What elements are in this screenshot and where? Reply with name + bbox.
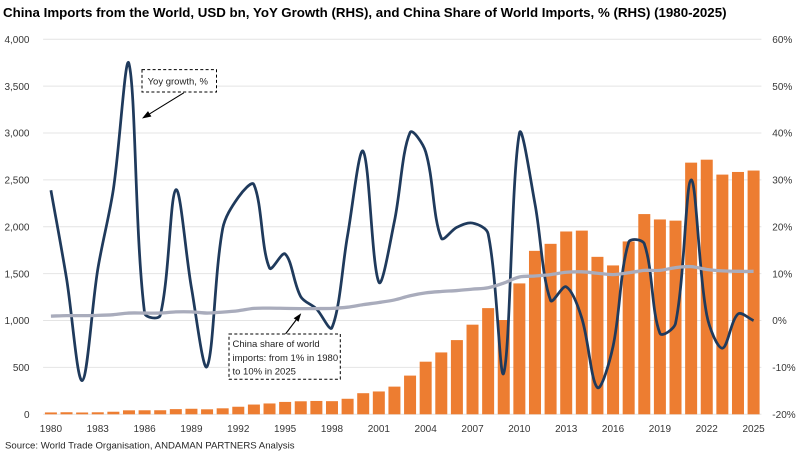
svg-text:10%: 10% bbox=[772, 269, 792, 280]
svg-text:-10%: -10% bbox=[772, 363, 795, 374]
svg-text:1983: 1983 bbox=[87, 424, 110, 435]
svg-text:China Imports from the World,: China Imports from the World, USD bn, Yo… bbox=[3, 5, 727, 20]
svg-text:1,500: 1,500 bbox=[4, 269, 29, 280]
svg-text:China share of world: China share of world bbox=[233, 339, 320, 350]
svg-text:1,000: 1,000 bbox=[4, 316, 29, 327]
svg-text:0: 0 bbox=[24, 410, 30, 421]
svg-text:20%: 20% bbox=[772, 222, 792, 233]
svg-text:1995: 1995 bbox=[274, 424, 297, 435]
svg-text:2004: 2004 bbox=[415, 424, 438, 435]
svg-text:2,000: 2,000 bbox=[4, 222, 29, 233]
svg-text:Yoy growth, %: Yoy growth, % bbox=[148, 77, 209, 88]
svg-text:2016: 2016 bbox=[602, 424, 625, 435]
svg-text:2013: 2013 bbox=[555, 424, 578, 435]
svg-text:2,500: 2,500 bbox=[4, 176, 29, 187]
svg-text:-20%: -20% bbox=[772, 410, 795, 421]
svg-text:Source: World Trade Organisati: Source: World Trade Organisation, ANDAMA… bbox=[5, 441, 295, 452]
svg-text:2007: 2007 bbox=[461, 424, 484, 435]
svg-text:1998: 1998 bbox=[321, 424, 344, 435]
svg-text:2025: 2025 bbox=[742, 424, 765, 435]
svg-text:imports: from 1% in 1980: imports: from 1% in 1980 bbox=[233, 353, 339, 364]
svg-text:40%: 40% bbox=[772, 129, 792, 140]
svg-text:60%: 60% bbox=[772, 35, 792, 46]
svg-text:500: 500 bbox=[13, 363, 30, 374]
svg-text:to 10% in 2025: to 10% in 2025 bbox=[233, 367, 296, 378]
svg-text:4,000: 4,000 bbox=[4, 35, 29, 46]
svg-text:2022: 2022 bbox=[696, 424, 719, 435]
svg-text:0%: 0% bbox=[772, 316, 787, 327]
svg-text:1989: 1989 bbox=[180, 424, 203, 435]
svg-text:2019: 2019 bbox=[649, 424, 672, 435]
svg-text:50%: 50% bbox=[772, 82, 792, 93]
svg-text:3,000: 3,000 bbox=[4, 129, 29, 140]
svg-text:1992: 1992 bbox=[227, 424, 250, 435]
svg-text:30%: 30% bbox=[772, 176, 792, 187]
svg-text:1986: 1986 bbox=[133, 424, 156, 435]
svg-text:2001: 2001 bbox=[368, 424, 391, 435]
svg-text:3,500: 3,500 bbox=[4, 82, 29, 93]
svg-text:2010: 2010 bbox=[508, 424, 531, 435]
svg-text:1980: 1980 bbox=[40, 424, 63, 435]
